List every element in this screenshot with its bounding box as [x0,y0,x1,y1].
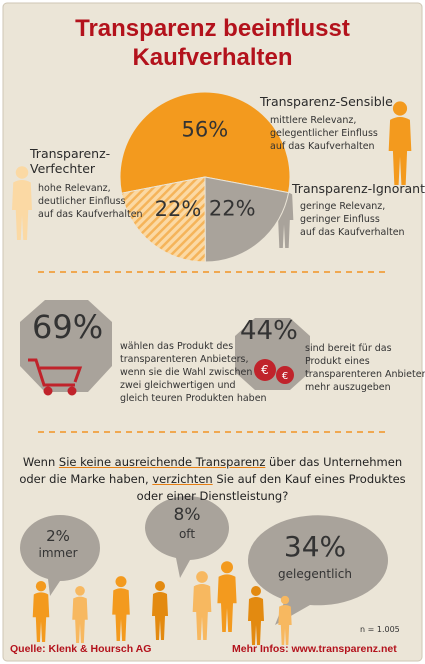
more-info: Mehr Infos: www.transparenz.net [232,643,397,655]
category-label: Transparenz-Ignoranten [292,181,425,196]
description: mittlere Relevanz, gelegentlicher Einflus… [270,114,378,153]
value-label: 56% [181,117,228,141]
answer-value: 8% [173,505,201,525]
desc-line: auf das Kaufverhalten [38,209,143,220]
stat-line: mehr auszugeben [305,382,391,393]
stat-line: transparenteren Anbieters [305,369,425,380]
question-text: oder die Marke haben, [19,472,153,486]
svg-text:€: € [261,363,269,377]
stat-line: sind bereit für das [305,343,392,354]
answer-text: gelegentlich [278,567,352,581]
question-text: Sie auf den Kauf eines Produktes [212,472,406,486]
stat-line: zwei gleichwertigen und [120,380,236,391]
pie-slice [120,176,206,263]
desc-line: deutlicher Einfluss [38,196,126,207]
question-text: Wenn [22,455,59,469]
svg-text:€: € [282,371,288,382]
category-label: Transparenz-Sensible [260,94,393,109]
question-text: Sie keine ausreichende Transparenz [58,455,266,469]
description: hohe Relevanz, deutlicher Einfluss auf das… [38,182,143,221]
stat-text: wählen das Produkt des transparenteren An… [120,340,267,405]
stat-line: gleich teuren Produkten haben [120,393,267,404]
question-text: oder einer Dienstleistung? [136,489,289,503]
desc-line: geringer Einfluss [300,214,380,225]
desc-line: gelegentlicher Einfluss [270,128,378,139]
question-line: Wenn Sie keine ausreichende Transparenz … [0,455,425,469]
description: geringe Relevanz, geringer Einfluss auf da… [300,200,405,239]
desc-line: mittlere Relevanz, [270,115,357,126]
desc-line: auf das Kaufverhalten [270,141,375,152]
cart-icon [28,358,83,396]
sample-size: n = 1.005 [360,625,400,634]
bubble [20,515,100,596]
category-label: Transparenz-Verfechter [30,146,111,176]
question-line: oder einer Dienstleistung? [0,489,425,503]
stat-line: transparenteren Anbieters, [120,354,249,365]
desc-line: geringe Relevanz, [300,201,386,212]
answer-value: 34% [283,530,347,563]
question-line: oder die Marke haben, verzichten Sie auf… [0,472,425,486]
question-text: über das Unternehmen [265,455,403,469]
stat-line: Produkt eines [305,356,370,367]
bubble [145,496,229,578]
title: Transparenz beeinflusst [75,15,350,42]
stat-line: wählen das Produkt des [120,341,234,352]
stat-text: sind bereit für das Produkt eines transpar… [305,342,425,394]
stat-line: wenn sie die Wahl zwischen [120,367,253,378]
value-label: 22% [209,197,256,221]
desc-line: auf das Kaufverhalten [300,227,405,238]
pie-slice [204,176,290,263]
source: Quelle: Klenk & Hoursch AG [10,643,152,655]
stat-value: 44% [240,316,298,346]
question-text: verzichten [152,472,213,486]
answer-text: oft [178,527,196,541]
stat-value: 69% [32,308,104,346]
pie-slice [119,91,291,194]
money-icon: € € [254,359,294,384]
answer-value: 2% [46,527,70,545]
answer-text: immer [38,546,78,560]
value-label: 22% [155,197,202,221]
desc-line: hohe Relevanz, [38,183,111,194]
title: Kaufverhalten [132,44,293,71]
